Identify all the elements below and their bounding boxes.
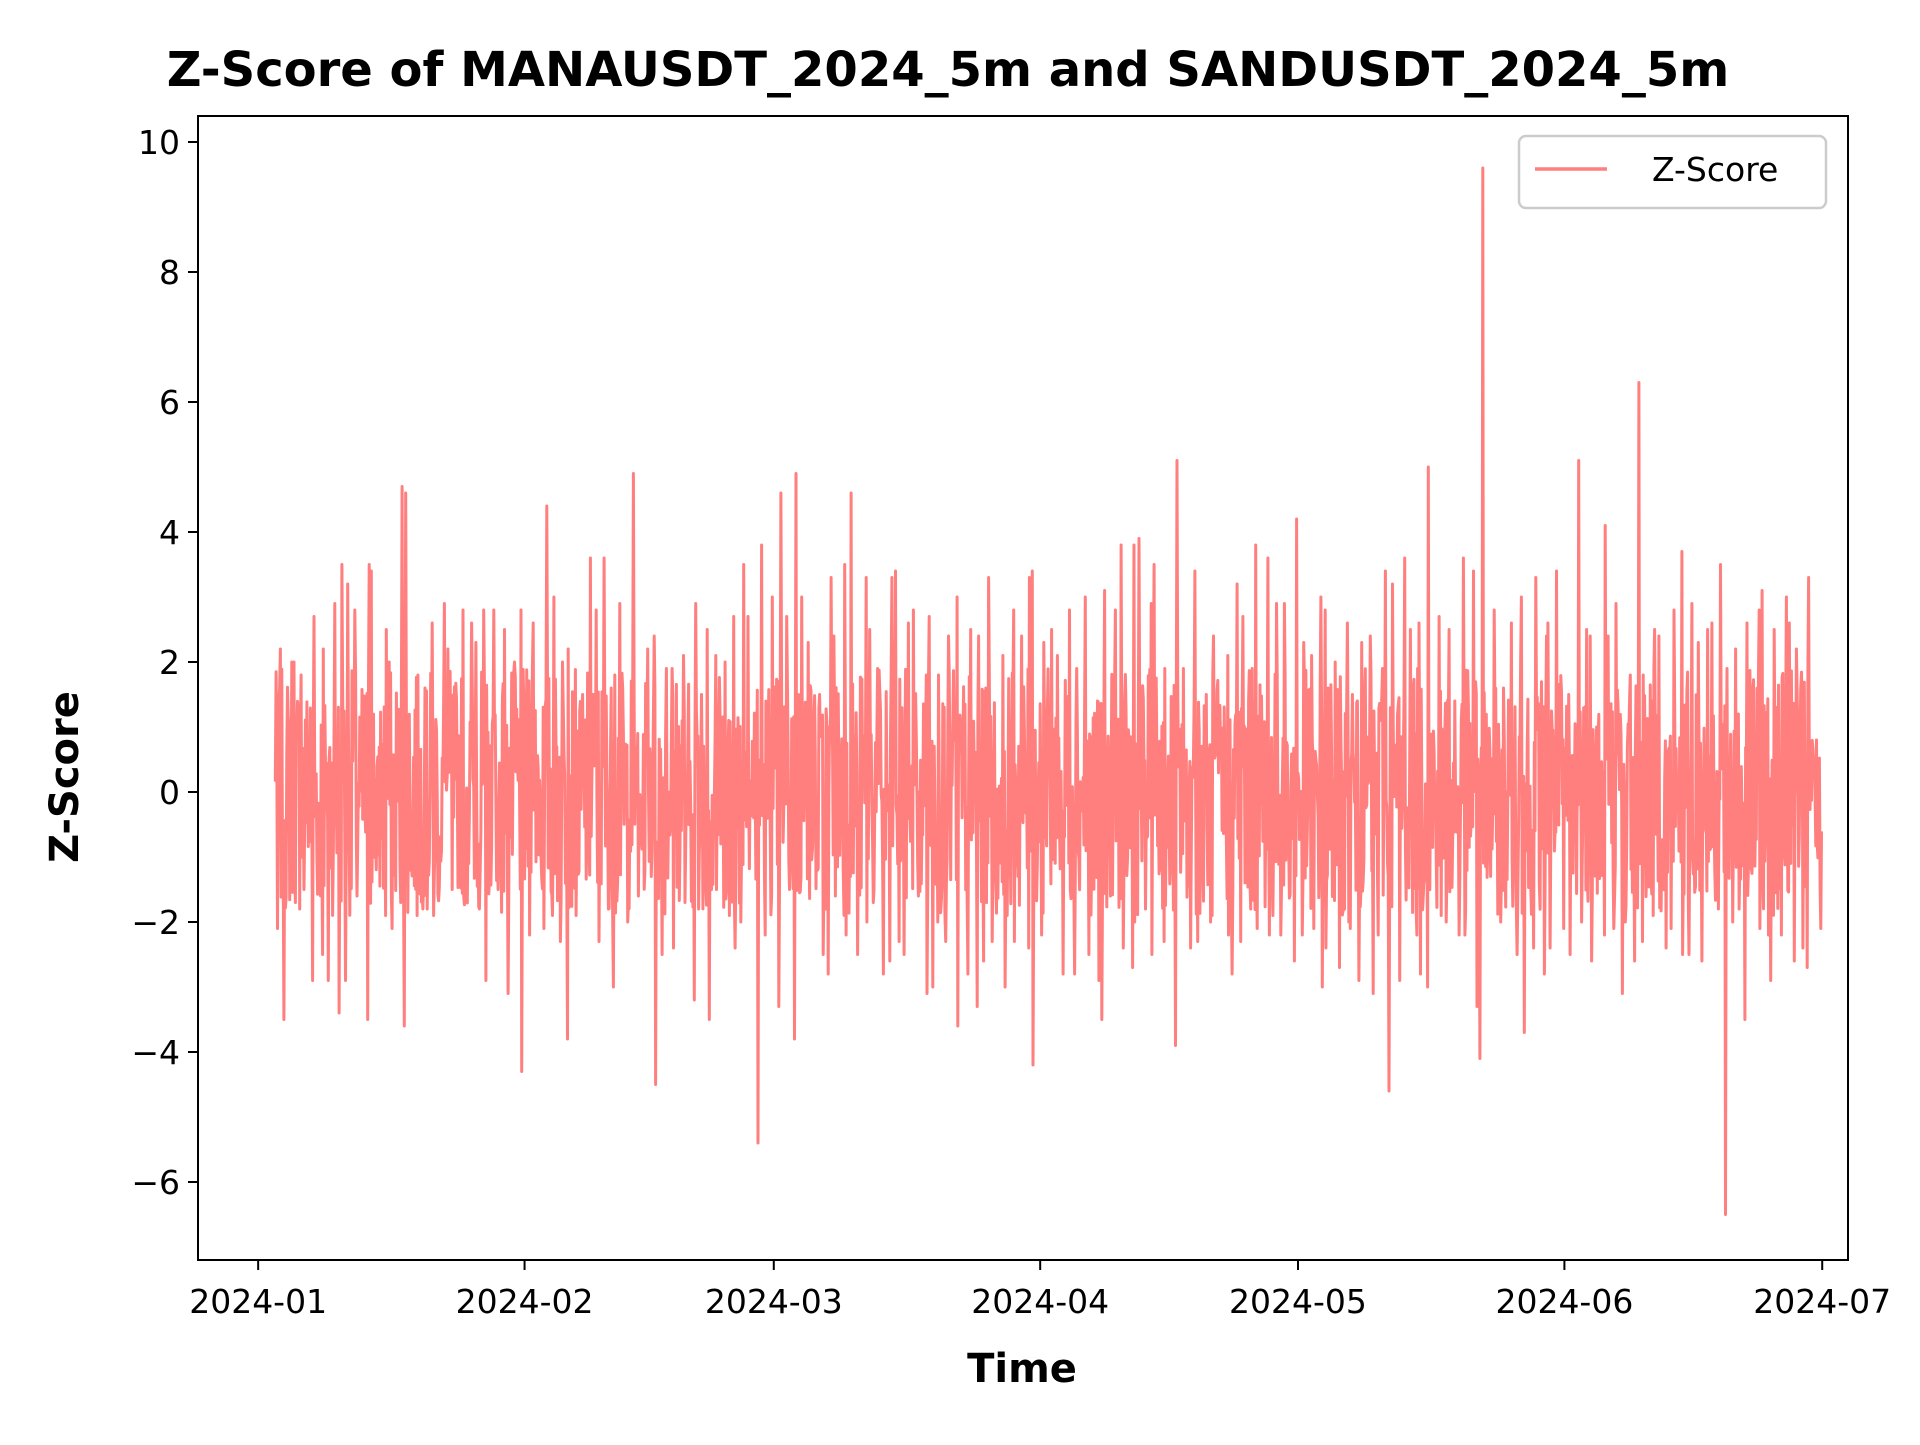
y-tick-label: 4: [159, 513, 180, 552]
y-tick-label: 8: [159, 253, 180, 292]
y-tick-label: 0: [159, 773, 180, 812]
y-tick-label: 10: [138, 123, 180, 162]
plot-area: [273, 166, 1823, 1216]
chart-title: Z-Score of MANAUSDT_2024_5m and SANDUSDT…: [167, 42, 1730, 98]
y-tick-label: −6: [131, 1163, 180, 1202]
x-tick-label: 2024-05: [1229, 1282, 1367, 1321]
axes-frame: [197, 115, 1849, 1261]
y-tick-label: 6: [159, 383, 180, 422]
y-tick-label: −4: [131, 1033, 180, 1072]
x-tick-label: 2024-06: [1495, 1282, 1633, 1321]
x-tick-label: 2024-01: [189, 1282, 327, 1321]
x-tick-label: 2024-07: [1753, 1282, 1891, 1321]
legend-label-z-score: Z-Score: [1652, 150, 1778, 189]
legend-frame: [1517, 134, 1828, 210]
y-tick-label: 2: [159, 643, 180, 682]
x-tick-label: 2024-03: [705, 1282, 843, 1321]
x-tick-label: 2024-02: [456, 1282, 594, 1321]
x-tick-label: 2024-04: [971, 1282, 1109, 1321]
axes: 2024-01 2024-02 2024-03 2024-04 2024-05 2024-…: [131, 115, 1891, 1321]
x-axis-label: Time: [967, 1346, 1077, 1392]
y-tick-label: −2: [131, 903, 180, 942]
legend: Z-Score: [1517, 134, 1828, 210]
y-axis-label: Z-Score: [42, 691, 88, 863]
series-line-z-score: [273, 166, 1823, 1216]
